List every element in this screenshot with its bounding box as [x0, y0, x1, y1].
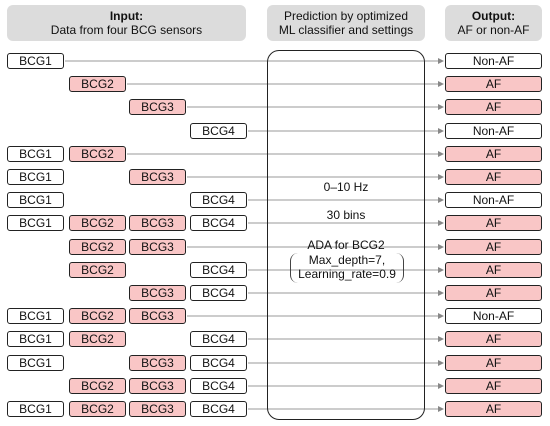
sensor-box-bcg2: BCG2	[69, 378, 126, 394]
param-learning-rate: Learning_rate=0.9	[298, 267, 396, 281]
sensor-box-bcg1: BCG1	[7, 331, 64, 347]
output-box: Non-AF	[445, 53, 542, 69]
sensor-box-bcg2: BCG2	[69, 262, 126, 278]
sensor-box-bcg2: BCG2	[69, 76, 126, 92]
sensor-box-bcg2: BCG2	[69, 146, 126, 162]
sensor-box-bcg2: BCG2	[69, 331, 126, 347]
output-box: AF	[445, 285, 542, 301]
sensor-box-bcg1: BCG1	[7, 355, 64, 371]
sensor-box-bcg1: BCG1	[7, 215, 64, 231]
sensor-box-bcg3: BCG3	[129, 378, 186, 394]
output-box: AF	[445, 76, 542, 92]
output-box: AF	[445, 239, 542, 255]
model-label: ADA for BCG2	[307, 238, 385, 252]
sensor-box-bcg4: BCG4	[190, 355, 247, 371]
output-header-subtitle: AF or non-AF	[457, 23, 530, 37]
output-box: AF	[445, 146, 542, 162]
sensor-box-bcg4: BCG4	[190, 192, 247, 208]
output-box: AF	[445, 378, 542, 394]
prediction-header-line2: ML classifier and settings	[278, 23, 414, 37]
output-box: AF	[445, 215, 542, 231]
sensor-box-bcg4: BCG4	[190, 331, 247, 347]
input-header-title: Input:	[109, 9, 144, 23]
frequency-range-label: 0–10 Hz	[323, 180, 369, 194]
sensor-box-bcg3: BCG3	[129, 355, 186, 371]
sensor-box-bcg3: BCG3	[129, 401, 186, 417]
output-box: AF	[445, 401, 542, 417]
hyperparameters-bracket: Max_depth=7, Learning_rate=0.9	[290, 253, 404, 283]
output-header-title: Output:	[471, 9, 516, 23]
sensor-box-bcg1: BCG1	[7, 192, 64, 208]
output-box: AF	[445, 99, 542, 115]
sensor-box-bcg2: BCG2	[69, 239, 126, 255]
sensor-box-bcg4: BCG4	[190, 401, 247, 417]
sensor-box-bcg2: BCG2	[69, 215, 126, 231]
sensor-box-bcg3: BCG3	[129, 169, 186, 185]
sensor-box-bcg3: BCG3	[129, 308, 186, 324]
sensor-box-bcg3: BCG3	[129, 99, 186, 115]
output-box: AF	[445, 331, 542, 347]
sensor-box-bcg1: BCG1	[7, 53, 64, 69]
sensor-box-bcg4: BCG4	[190, 285, 247, 301]
output-box: AF	[445, 262, 542, 278]
sensor-box-bcg1: BCG1	[7, 308, 64, 324]
sensor-box-bcg2: BCG2	[69, 308, 126, 324]
sensor-box-bcg4: BCG4	[190, 215, 247, 231]
param-max-depth: Max_depth=7,	[308, 253, 386, 267]
classifier-box	[267, 50, 425, 420]
output-header: Output: AF or non-AF	[445, 5, 542, 41]
sensor-box-bcg2: BCG2	[69, 401, 126, 417]
input-header: Input: Data from four BCG sensors	[7, 5, 246, 41]
bins-label: 30 bins	[326, 208, 366, 222]
sensor-box-bcg3: BCG3	[129, 239, 186, 255]
sensor-box-bcg4: BCG4	[190, 378, 247, 394]
sensor-box-bcg3: BCG3	[129, 215, 186, 231]
sensor-box-bcg1: BCG1	[7, 169, 64, 185]
output-box: Non-AF	[445, 123, 542, 139]
output-box: Non-AF	[445, 192, 542, 208]
output-box: AF	[445, 169, 542, 185]
output-box: Non-AF	[445, 308, 542, 324]
prediction-header-line1: Prediction by optimized	[283, 9, 409, 23]
sensor-box-bcg3: BCG3	[129, 285, 186, 301]
sensor-box-bcg1: BCG1	[7, 401, 64, 417]
input-header-subtitle: Data from four BCG sensors	[50, 23, 203, 37]
sensor-box-bcg4: BCG4	[190, 262, 247, 278]
sensor-box-bcg4: BCG4	[190, 123, 247, 139]
output-box: AF	[445, 355, 542, 371]
prediction-header: Prediction by optimized ML classifier an…	[267, 5, 425, 41]
sensor-box-bcg1: BCG1	[7, 146, 64, 162]
